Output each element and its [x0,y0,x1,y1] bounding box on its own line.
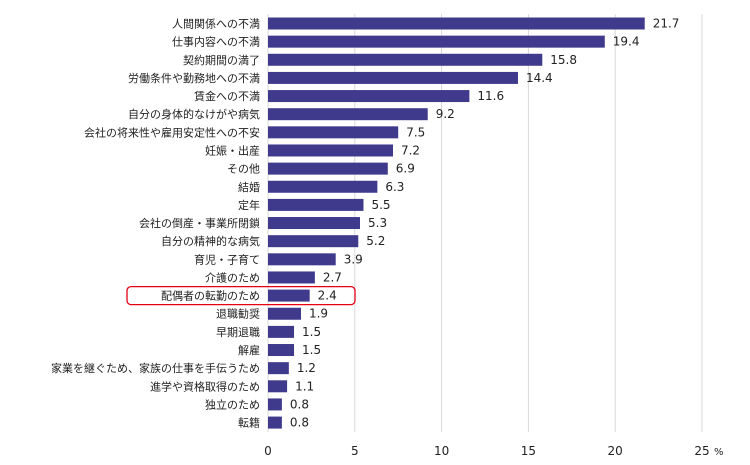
category-label: 育児・子育て [194,252,260,266]
bar [268,398,282,411]
bar [268,17,645,30]
tick-label: 0 [264,444,272,458]
bar [268,162,388,175]
category-label: 解雇 [238,343,260,357]
value-label: 3.9 [344,252,363,266]
category-label: 定年 [238,198,260,212]
category-label: 退職勧奨 [216,307,260,321]
value-label: 9.2 [436,107,455,121]
category-label: 労働条件や勤務地への不満 [128,71,260,85]
category-label: 会社の将来性や雇用安定性への不安 [84,125,260,139]
bar [268,217,361,230]
value-label: 0.8 [290,416,309,430]
category-label: 人間関係への不満 [172,18,260,31]
category-label: 早期退職 [216,326,260,339]
value-label: 0.8 [290,397,309,411]
value-label: 6.9 [396,162,415,176]
category-label: 賃金への不満 [194,89,260,103]
category-label: 契約期間の満了 [183,53,260,67]
value-label: 19.4 [613,35,640,49]
value-label: 1.5 [302,343,321,357]
bar [268,198,364,211]
bar [268,344,295,357]
bar [268,289,310,302]
value-label: 2.4 [318,289,337,303]
value-label: 21.7 [653,17,680,31]
bar [268,271,315,284]
category-label: 介護のため [205,270,260,284]
category-label: 妊娠・出産 [205,143,260,157]
category-label: 進学や資格取得のため [150,379,260,393]
bar [268,71,518,84]
x-axis-ticks: 0 5 10 15 20 25 [264,444,709,458]
value-label: 6.3 [385,180,404,194]
category-label: 独立のため [205,397,260,411]
bars [268,17,645,429]
bar [268,380,288,393]
bar [268,416,282,429]
tick-label: 10 [434,444,449,458]
tick-label: 25 [694,444,709,458]
highlight-box [126,285,356,306]
category-label: 自分の身体的なけがや病気 [128,107,260,121]
bar [268,235,359,248]
value-label: 5.5 [371,198,390,212]
category-label: その他 [227,163,260,176]
bar [268,35,605,48]
bar [268,325,295,338]
bar [268,253,336,266]
value-label: 5.2 [366,234,385,248]
value-label: 5.3 [368,216,387,230]
bar [268,126,399,139]
category-label: 家業を継ぐため、家族の仕事を手伝うため [51,361,260,375]
category-label: 転籍 [238,416,260,430]
category-label: 結婚 [238,180,260,194]
bar [268,90,470,103]
category-label: 会社の倒産・事業所閉鎖 [139,216,260,230]
value-label: 1.1 [295,379,314,393]
value-label: 15.8 [550,53,577,67]
value-label: 11.6 [477,89,504,103]
tick-label: 5 [351,444,359,458]
value-label: 7.2 [401,143,420,157]
tick-label: 15 [521,444,536,458]
category-label: 自分の精神的な病気 [161,234,260,248]
category-label: 配偶者の転勤のため [161,290,260,303]
bar [268,307,301,320]
bar [268,108,428,121]
bar [268,180,378,193]
value-labels: 21.7 19.4 15.8 14.4 11.6 9.2 7.5 7.2 6.9 6.3 5.5 5.… [290,17,680,430]
value-label: 1.5 [302,325,321,339]
category-labels: 人間関係への不満仕事内容への不満契約期間の満了労働条件や勤務地への不満賃金への不… [51,18,260,430]
value-label: 7.5 [406,125,425,139]
unit-label: % [714,447,724,458]
bar [268,53,543,66]
value-label: 14.4 [526,71,553,85]
value-label: 2.7 [323,270,342,284]
bar [268,144,393,157]
highlight-group [126,285,356,306]
value-label: 1.9 [309,307,328,321]
tick-label: 20 [608,444,623,458]
category-label: 仕事内容への不満 [172,35,260,49]
value-label: 1.2 [297,361,316,375]
bar [268,362,289,375]
